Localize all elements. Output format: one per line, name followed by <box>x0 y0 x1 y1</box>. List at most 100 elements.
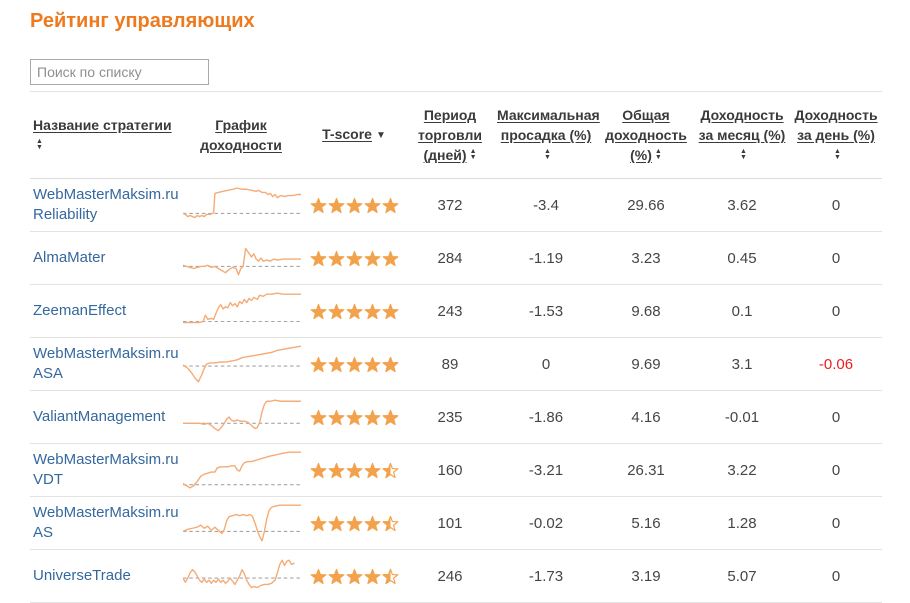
star-icon <box>328 462 344 478</box>
star-rating <box>305 568 403 585</box>
column-header-day-return[interactable]: Доходность за день (%) ▲ ▼ <box>790 92 882 179</box>
sort-both-icon: ▲ ▼ <box>544 148 551 162</box>
star-icon <box>346 197 362 213</box>
table-row: WebMasterMaksim.ru ASA 89 0 9.69 3.1 -0.… <box>30 338 882 391</box>
month-return-cell: 0.45 <box>727 249 757 267</box>
column-header-max-drawdown[interactable]: Максимальная просадка (%) ▲ ▼ <box>494 92 600 179</box>
total-return-cell: 3.23 <box>631 249 661 267</box>
day-return-cell: 0 <box>831 514 841 532</box>
search-input[interactable] <box>30 59 209 85</box>
star-rating <box>305 197 403 214</box>
strategy-name-link[interactable]: ZeemanEffect <box>33 302 127 319</box>
star-icon <box>310 250 326 266</box>
sort-both-icon: ▲ ▼ <box>469 148 477 162</box>
page-title: Рейтинг управляющих <box>30 10 255 32</box>
column-header-label[interactable]: Общая доходность (%) <box>605 107 687 163</box>
table-row: AlmaMater 284 -1.19 3.23 0.45 0 <box>30 232 882 285</box>
strategy-name-link[interactable]: UniverseTrade <box>33 567 131 584</box>
sparkline-chart <box>183 237 301 279</box>
star-icon <box>364 197 380 213</box>
strategy-name-link[interactable]: WebMasterMaksim.ru AS <box>33 504 179 541</box>
strategy-name-link[interactable]: AlmaMater <box>33 249 106 266</box>
star-icon <box>382 409 398 425</box>
max-drawdown-cell: -3.21 <box>528 461 564 479</box>
sparkline-chart <box>183 290 301 332</box>
column-header-label[interactable]: Доходность за день (%) <box>794 107 878 143</box>
sparkline-chart <box>183 396 301 438</box>
column-header-total-return[interactable]: Общая доходность (%) ▲ ▼ <box>598 92 694 179</box>
star-icon <box>346 250 362 266</box>
strategy-name-link[interactable]: ValiantManagement <box>33 408 166 425</box>
total-return-cell: 5.16 <box>631 514 661 532</box>
sparkline-chart <box>183 449 301 491</box>
sort-both-icon: ▲ ▼ <box>36 138 43 152</box>
star-icon <box>328 250 344 266</box>
sort-both-icon: ▲ ▼ <box>834 148 841 162</box>
column-header-label[interactable]: Доходность за месяц (%) <box>698 107 786 143</box>
star-icon <box>346 515 362 531</box>
sort-desc-icon: ▼ <box>375 129 386 141</box>
period-days-cell: 89 <box>441 355 459 373</box>
max-drawdown-cell: -1.73 <box>528 567 564 585</box>
column-header-label[interactable]: График доходности <box>200 117 282 153</box>
ratings-table: Название стратегии ▲ ▼ График доходности T… <box>30 91 882 603</box>
star-icon <box>382 250 398 266</box>
total-return-cell: 9.69 <box>631 355 661 373</box>
column-header-label[interactable]: Период торговли (дней) <box>418 107 482 163</box>
day-return-cell: -0.06 <box>818 355 854 373</box>
month-return-cell: 5.07 <box>727 567 757 585</box>
star-icon <box>346 409 362 425</box>
column-header-trading-period[interactable]: Период торговли (дней) ▲ ▼ <box>406 92 494 179</box>
column-header-label[interactable]: Максимальная просадка (%) <box>497 107 600 143</box>
table-row: WebMasterMaksim.ru Reliability 372 -3.4 … <box>30 179 882 232</box>
sparkline-chart <box>183 184 301 226</box>
star-icon <box>328 568 344 584</box>
star-icon <box>310 568 326 584</box>
star-icon <box>364 409 380 425</box>
star-icon <box>328 303 344 319</box>
star-rating <box>305 462 403 479</box>
star-icon <box>382 197 398 213</box>
table-header: Название стратегии ▲ ▼ График доходности T… <box>30 91 882 179</box>
month-return-cell: 3.62 <box>727 196 757 214</box>
star-icon <box>328 409 344 425</box>
table-row: UniverseTrade 246 -1.73 3.19 5.07 0 <box>30 550 882 603</box>
strategy-name-link[interactable]: WebMasterMaksim.ru Reliability <box>33 186 179 223</box>
strategy-name-link[interactable]: WebMasterMaksim.ru VDT <box>33 451 179 488</box>
table-row: ValiantManagement 235 -1.86 4.16 -0.01 0 <box>30 391 882 444</box>
period-days-cell: 160 <box>437 461 463 479</box>
star-icon <box>310 303 326 319</box>
max-drawdown-cell: -3.4 <box>533 196 559 214</box>
strategy-name-link[interactable]: WebMasterMaksim.ru ASA <box>33 345 179 382</box>
column-header-tscore[interactable]: T-score ▼ <box>302 92 406 179</box>
day-return-cell: 0 <box>831 302 841 320</box>
star-icon <box>328 356 344 372</box>
period-days-cell: 235 <box>437 408 463 426</box>
day-return-cell: 0 <box>831 408 841 426</box>
star-icon <box>310 462 326 478</box>
star-icon <box>364 250 380 266</box>
table-body: WebMasterMaksim.ru Reliability 372 -3.4 … <box>30 179 882 603</box>
star-icon <box>310 515 326 531</box>
column-header-label[interactable]: T-score <box>322 126 372 143</box>
column-header-label[interactable]: Название стратегии <box>33 117 172 133</box>
star-icon <box>328 197 344 213</box>
column-header-profit-chart[interactable]: График доходности <box>180 92 302 179</box>
day-return-cell: 0 <box>831 461 841 479</box>
month-return-cell: 1.28 <box>727 514 757 532</box>
sparkline-chart <box>183 555 301 597</box>
star-rating <box>305 409 403 426</box>
max-drawdown-cell: 0 <box>541 355 551 373</box>
column-header-strategy-name[interactable]: Название стратегии ▲ ▼ <box>30 92 180 179</box>
max-drawdown-cell: -1.53 <box>528 302 564 320</box>
max-drawdown-cell: -1.19 <box>528 249 564 267</box>
column-header-month-return[interactable]: Доходность за месяц (%) ▲ ▼ <box>694 92 790 179</box>
day-return-cell: 0 <box>831 567 841 585</box>
star-icon <box>310 409 326 425</box>
total-return-cell: 9.68 <box>631 302 661 320</box>
star-icon <box>382 568 398 584</box>
star-icon <box>382 303 398 319</box>
sparkline-chart <box>183 343 301 385</box>
star-icon <box>346 356 362 372</box>
star-icon <box>364 303 380 319</box>
